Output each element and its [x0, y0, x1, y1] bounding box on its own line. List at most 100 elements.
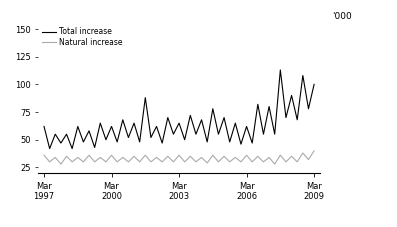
Total increase [244, 125, 249, 128]
Natural increase [143, 154, 148, 157]
Natural increase [267, 156, 272, 159]
Natural increase [188, 155, 193, 158]
Total increase [160, 142, 165, 144]
Total increase [188, 114, 193, 117]
Total increase [154, 125, 159, 128]
Natural increase [92, 160, 97, 163]
Total increase [222, 116, 226, 119]
Total increase [267, 105, 272, 108]
Natural increase [81, 160, 86, 163]
Total increase [312, 83, 316, 86]
Total increase [239, 143, 243, 146]
Natural increase [137, 160, 142, 163]
Legend: Total increase, Natural increase: Total increase, Natural increase [42, 27, 123, 47]
Total increase [205, 141, 210, 143]
Natural increase [160, 160, 165, 163]
Total increase [70, 147, 75, 150]
Natural increase [194, 160, 198, 163]
Natural increase [75, 156, 80, 159]
Total increase [283, 116, 288, 119]
Natural increase [148, 160, 153, 163]
Total increase [143, 96, 148, 99]
Total increase [199, 118, 204, 121]
Natural increase [64, 155, 69, 158]
Natural increase [98, 156, 103, 159]
Natural increase [233, 156, 238, 159]
Natural increase [216, 160, 221, 163]
Total increase [81, 141, 86, 143]
Natural increase [239, 160, 243, 163]
Natural increase [47, 160, 52, 163]
Natural increase [166, 155, 170, 158]
Natural increase [312, 149, 316, 152]
Total increase [171, 133, 176, 136]
Total increase [120, 118, 125, 121]
Natural increase [177, 154, 181, 157]
Total increase [250, 142, 254, 144]
Total increase [233, 122, 238, 124]
Total increase [92, 146, 97, 149]
Total increase [295, 118, 300, 121]
Total increase [98, 122, 103, 124]
Total increase [278, 69, 283, 71]
Natural increase [115, 160, 119, 163]
Total increase [75, 125, 80, 128]
Total increase [148, 136, 153, 139]
Natural increase [199, 156, 204, 159]
Total increase [272, 133, 277, 136]
Natural increase [278, 154, 283, 157]
Line: Natural increase: Natural increase [44, 151, 314, 164]
Natural increase [272, 163, 277, 165]
Natural increase [109, 154, 114, 157]
Natural increase [283, 160, 288, 163]
Natural increase [42, 154, 46, 157]
Total increase [210, 107, 215, 110]
Total increase [115, 141, 119, 143]
Total increase [87, 129, 91, 132]
Natural increase [301, 152, 305, 154]
Natural increase [154, 156, 159, 159]
Total increase [301, 74, 305, 77]
Total increase [306, 107, 311, 110]
Natural increase [227, 160, 232, 163]
Natural increase [104, 160, 108, 163]
Total increase [109, 125, 114, 128]
Total increase [137, 141, 142, 143]
Natural increase [250, 160, 254, 163]
Total increase [216, 133, 221, 136]
Total increase [255, 103, 260, 106]
Natural increase [182, 160, 187, 163]
Natural increase [171, 160, 176, 163]
Natural increase [289, 155, 294, 158]
Y-axis label: '000: '000 [332, 12, 352, 20]
Total increase [42, 125, 46, 128]
Natural increase [58, 163, 63, 165]
Total increase [289, 94, 294, 97]
Natural increase [210, 154, 215, 157]
Natural increase [205, 162, 210, 164]
Total increase [261, 133, 266, 136]
Total increase [104, 138, 108, 141]
Natural increase [132, 155, 137, 158]
Total increase [53, 133, 58, 136]
Total increase [132, 122, 137, 124]
Line: Total increase: Total increase [44, 70, 314, 148]
Total increase [177, 122, 181, 124]
Natural increase [244, 154, 249, 157]
Total increase [64, 133, 69, 136]
Natural increase [87, 154, 91, 157]
Total increase [58, 142, 63, 144]
Natural increase [261, 160, 266, 163]
Natural increase [120, 156, 125, 159]
Natural increase [70, 160, 75, 163]
Total increase [47, 147, 52, 150]
Natural increase [255, 155, 260, 158]
Total increase [227, 141, 232, 143]
Natural increase [222, 155, 226, 158]
Natural increase [53, 156, 58, 159]
Natural increase [295, 160, 300, 163]
Total increase [166, 116, 170, 119]
Natural increase [306, 158, 311, 161]
Total increase [182, 138, 187, 141]
Natural increase [126, 160, 131, 163]
